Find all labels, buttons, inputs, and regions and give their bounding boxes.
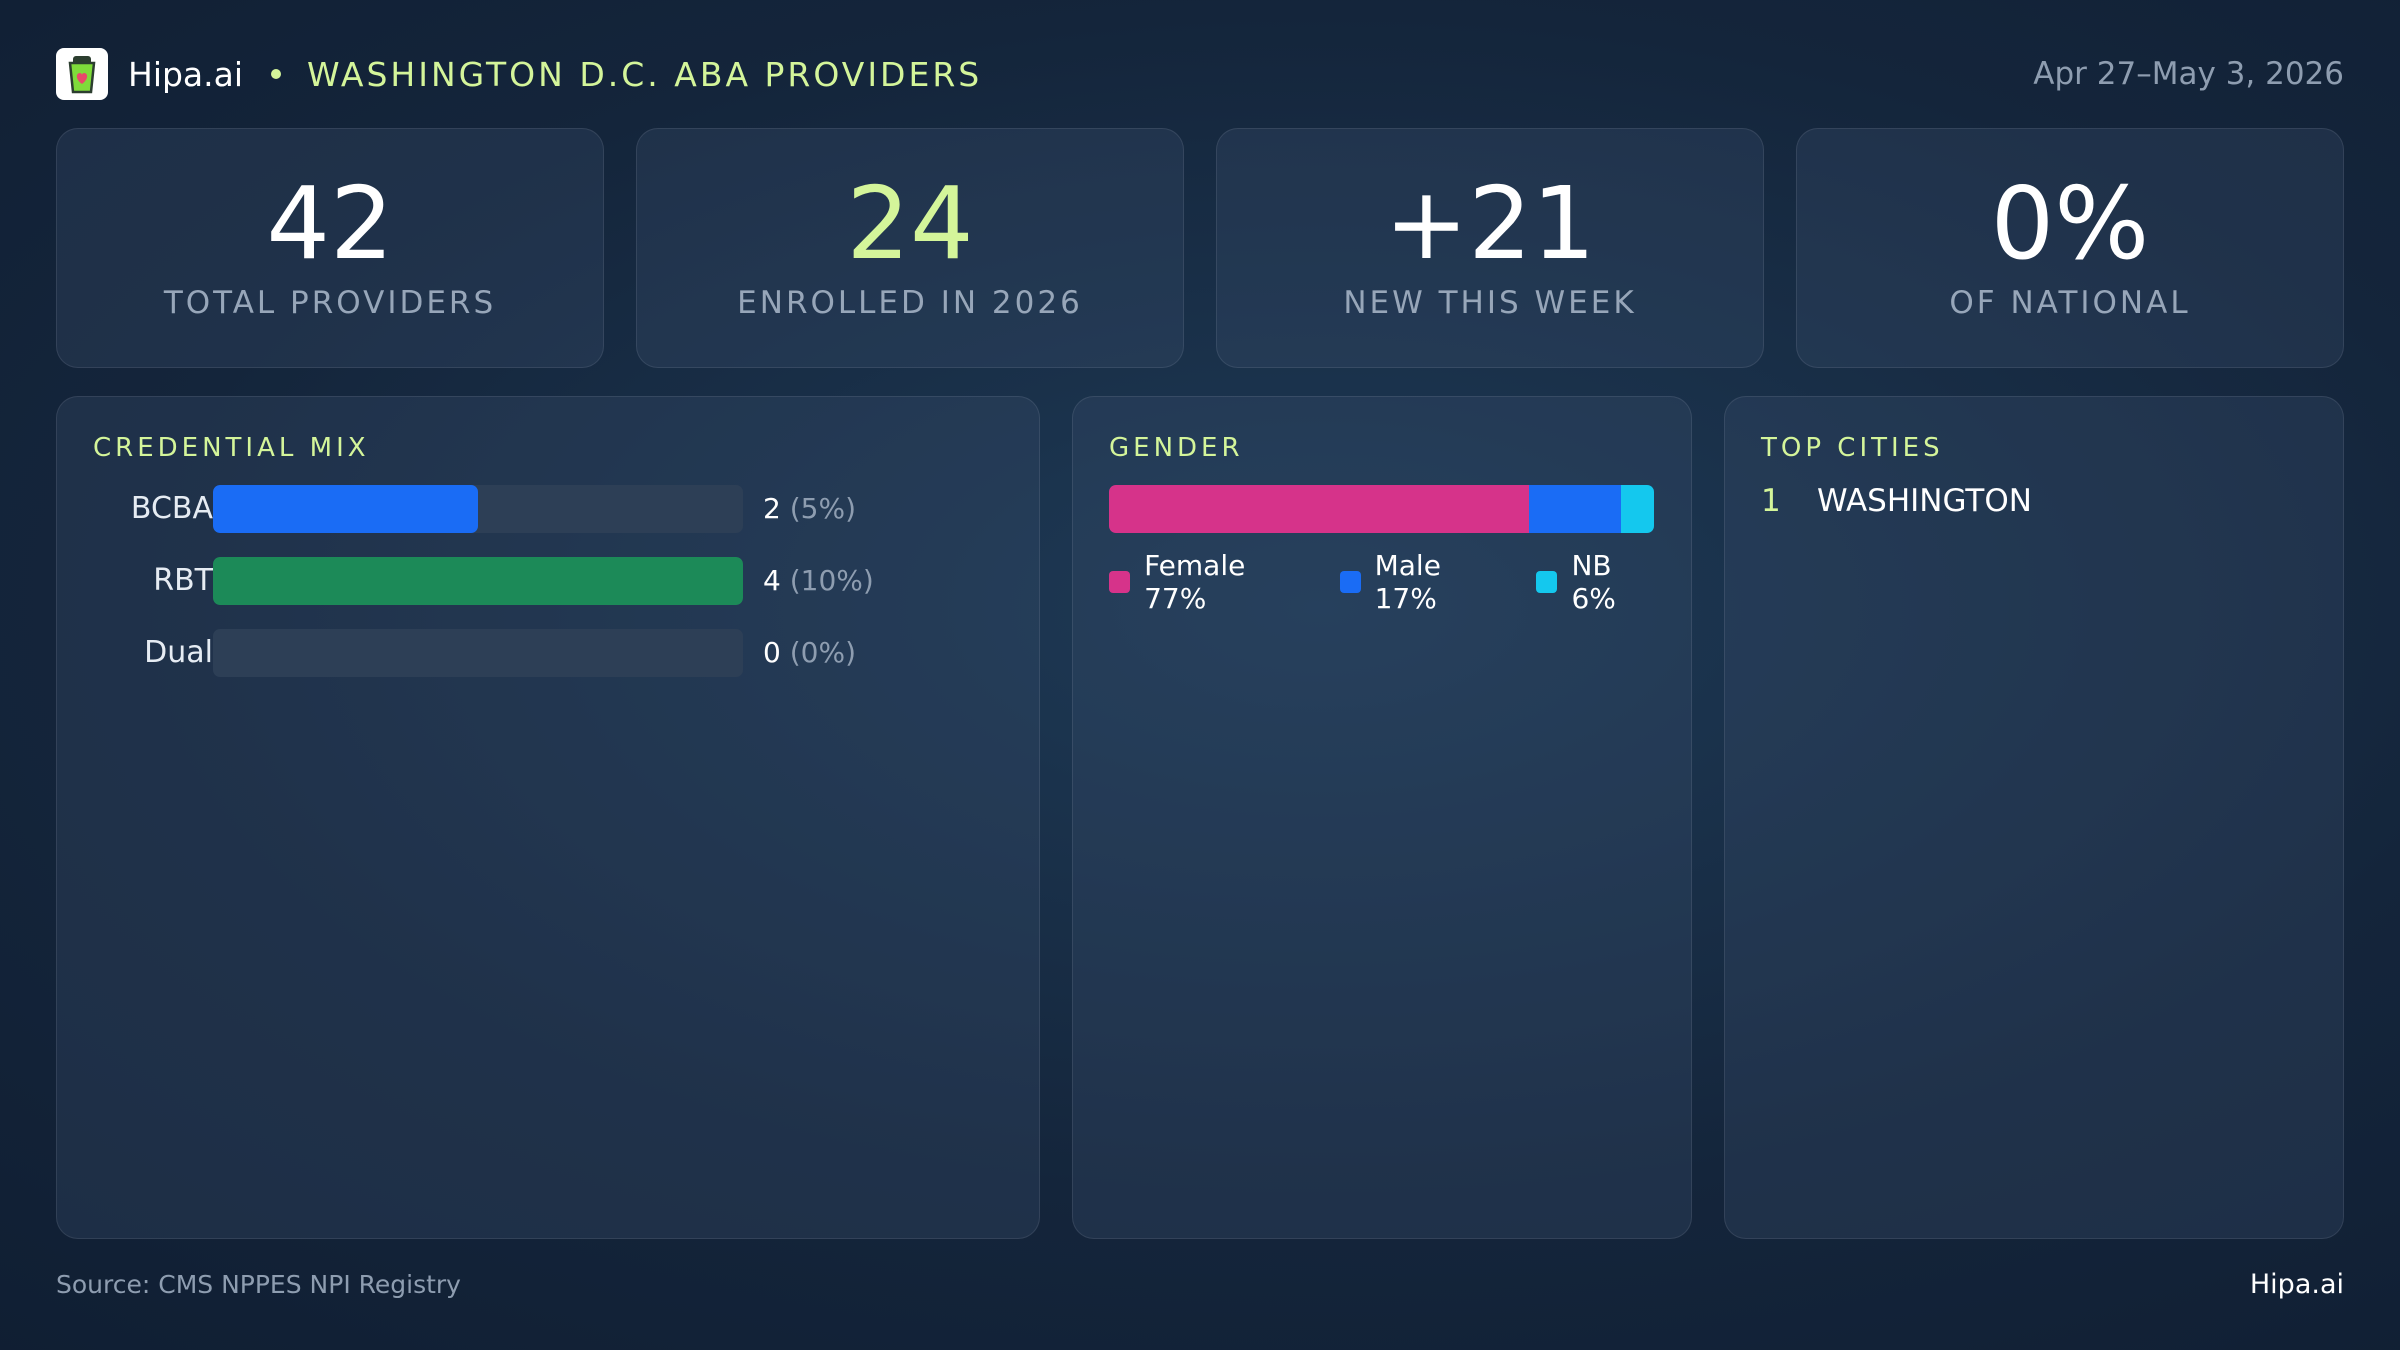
stat-label: OF NATIONAL [1949,285,2191,321]
city-rank: 1 [1761,483,1781,519]
gender-segment-female [1109,485,1529,533]
top-cities-panel: TOP CITIES 1 WASHINGTON [1724,396,2344,1239]
gender-panel: GENDER Female 77% Male 17% NB 6% [1072,396,1692,1239]
brand-name: Hipa.ai [128,54,244,94]
footer-brand: Hipa.ai [2249,1269,2344,1300]
stat-label: ENROLLED IN 2026 [737,285,1083,321]
legend-swatch [1536,571,1558,593]
logo [56,48,108,100]
legend-swatch [1109,571,1131,593]
stat-card-total-providers: 42 TOTAL PROVIDERS [56,128,604,368]
source-note: Source: CMS NPPES NPI Registry [56,1270,461,1299]
stat-card-new-this-week: +21 NEW THIS WEEK [1216,128,1764,368]
legend-label: Female 77% [1144,549,1246,615]
list-item: 1 WASHINGTON [1761,483,2032,519]
stat-value: 0% [1990,165,2150,282]
legend-label: Male 17% [1374,549,1441,615]
credential-count: 4 (10%) [763,557,874,605]
stat-card-enrolled: 24 ENROLLED IN 2026 [636,128,1184,368]
gender-segment-male [1528,485,1622,533]
credential-row: BCBA 2 (5%) [57,485,1039,533]
legend-item-male: Male 17% [1339,549,1507,615]
date-range: Apr 27–May 3, 2026 [2033,56,2344,92]
count-value: 2 [763,492,781,525]
clipboard-heart-icon [68,56,96,94]
panel-title: CREDENTIAL MIX [93,433,370,463]
credential-bar-fill [213,485,478,533]
legend-item-female: Female 77% [1109,549,1310,615]
separator-dot [271,69,282,79]
header: Hipa.ai WASHINGTON D.C. ABA PROVIDERS Ap… [56,47,2344,101]
stat-value: +21 [1384,165,1596,282]
gender-segment-nb [1621,485,1654,533]
count-value: 4 [763,564,781,597]
legend-swatch [1339,571,1361,593]
legend-item-nb: NB 6% [1536,549,1661,615]
count-value: 0 [763,636,781,669]
stat-label: NEW THIS WEEK [1343,285,1637,321]
credential-bar-track [213,629,743,677]
page-title: WASHINGTON D.C. ABA PROVIDERS [307,54,983,94]
stat-label: TOTAL PROVIDERS [163,285,497,321]
credential-bar-track [213,485,743,533]
credential-bar-fill [213,557,743,605]
stat-value: 24 [846,165,974,282]
count-percent: (5%) [789,492,857,525]
gender-stacked-bar [1109,485,1654,533]
credential-mix-panel: CREDENTIAL MIX BCBA 2 (5%) RBT 4 (10%) D… [56,396,1040,1239]
stat-value: 42 [266,165,394,282]
count-percent: (0%) [789,636,857,669]
credential-count: 2 (5%) [763,485,856,533]
credential-name: BCBA [130,491,213,526]
credential-row: RBT 4 (10%) [57,557,1039,605]
panel-title: TOP CITIES [1761,433,1944,463]
credential-count: 0 (0%) [763,629,856,677]
legend-label: NB 6% [1571,549,1616,615]
credential-row: Dual 0 (0%) [57,629,1039,677]
city-name: WASHINGTON [1817,483,2032,519]
credential-bar-track [213,557,743,605]
panel-title: GENDER [1109,433,1244,463]
stat-card-of-national: 0% OF NATIONAL [1796,128,2344,368]
count-percent: (10%) [789,564,874,597]
credential-name: RBT [153,563,213,598]
credential-name: Dual [144,635,213,670]
gender-legend: Female 77% Male 17% NB 6% [1109,549,1691,615]
